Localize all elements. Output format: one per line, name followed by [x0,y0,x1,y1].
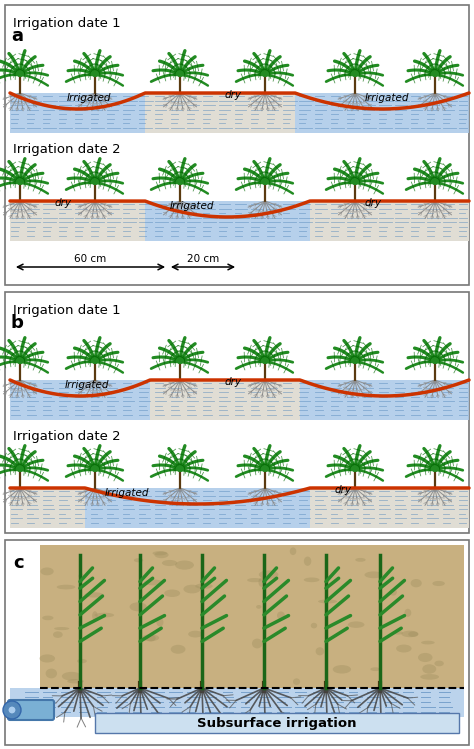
Ellipse shape [67,679,84,683]
Ellipse shape [404,609,411,616]
Bar [5,292,469,533]
Ellipse shape [258,577,265,586]
Ellipse shape [62,672,82,681]
Ellipse shape [39,655,55,663]
Bar [10,380,469,420]
Bar [10,201,469,241]
Ellipse shape [247,578,262,582]
Text: c: c [13,554,24,572]
Ellipse shape [333,665,351,673]
Ellipse shape [92,611,98,620]
Ellipse shape [188,631,203,637]
Ellipse shape [54,627,69,630]
Ellipse shape [348,622,365,628]
Ellipse shape [318,599,337,604]
Text: b: b [11,314,24,332]
Text: Subsurface irrigation: Subsurface irrigation [197,717,357,730]
Ellipse shape [153,551,167,555]
Ellipse shape [418,653,432,662]
Ellipse shape [53,631,63,638]
Text: Irrigation date 2: Irrigation date 2 [13,143,120,156]
Ellipse shape [144,580,163,585]
Ellipse shape [393,631,403,634]
Ellipse shape [195,583,213,589]
Ellipse shape [162,560,177,566]
Ellipse shape [77,659,87,664]
Ellipse shape [256,605,262,609]
Bar [10,488,469,528]
Bar [145,93,295,133]
Bar [10,488,85,528]
Bar [10,688,464,717]
Ellipse shape [434,661,444,667]
Ellipse shape [142,634,159,641]
Bar [5,5,469,285]
Ellipse shape [183,585,201,593]
Ellipse shape [410,579,422,587]
Text: dry: dry [335,485,352,495]
Ellipse shape [316,647,324,655]
Ellipse shape [304,577,319,582]
Ellipse shape [57,585,75,589]
Text: 20 cm: 20 cm [187,254,219,264]
Ellipse shape [365,571,383,578]
Ellipse shape [290,548,296,555]
Ellipse shape [78,574,84,579]
Text: dry: dry [225,377,242,387]
Ellipse shape [129,602,147,611]
Ellipse shape [293,679,300,685]
Ellipse shape [175,560,194,570]
Bar [95,713,459,733]
Ellipse shape [40,568,54,575]
Text: 60 cm: 60 cm [74,254,107,264]
Ellipse shape [146,635,155,641]
Ellipse shape [46,669,57,679]
Ellipse shape [355,558,365,562]
Text: Irrigated: Irrigated [65,380,109,390]
Text: dry: dry [55,198,72,208]
Ellipse shape [420,674,439,679]
Ellipse shape [164,589,180,597]
Ellipse shape [171,645,185,654]
Ellipse shape [311,623,317,628]
Ellipse shape [156,618,164,626]
Ellipse shape [396,645,411,652]
Bar [310,201,469,241]
Ellipse shape [42,616,54,620]
Text: Irrigation date 1: Irrigation date 1 [13,17,120,30]
Ellipse shape [389,589,397,595]
Ellipse shape [277,611,285,619]
Ellipse shape [259,571,278,579]
Text: Irrigation date 2: Irrigation date 2 [13,430,120,443]
Ellipse shape [432,581,445,586]
Ellipse shape [421,640,435,644]
Bar [310,488,469,528]
Ellipse shape [370,667,380,671]
Text: a: a [11,27,23,45]
Bar [5,540,469,745]
Ellipse shape [134,558,143,562]
Text: Irrigation date 1: Irrigation date 1 [13,304,120,317]
Ellipse shape [401,631,419,637]
FancyBboxPatch shape [8,700,54,720]
Text: dry: dry [225,90,242,100]
Bar [40,545,464,688]
Ellipse shape [155,552,169,558]
Ellipse shape [422,664,436,674]
Text: Irrigated: Irrigated [105,488,149,498]
Circle shape [8,706,16,714]
Ellipse shape [304,557,311,565]
Bar [10,201,145,241]
Text: dry: dry [365,198,382,208]
Ellipse shape [94,613,114,617]
Bar [150,380,300,420]
Ellipse shape [252,639,263,649]
Bar [10,93,469,133]
Ellipse shape [84,592,104,598]
Text: Irrigated: Irrigated [67,93,111,103]
Text: Irrigated: Irrigated [365,93,410,103]
Circle shape [3,701,21,719]
Ellipse shape [408,631,419,637]
Text: Irrigated: Irrigated [170,201,215,211]
